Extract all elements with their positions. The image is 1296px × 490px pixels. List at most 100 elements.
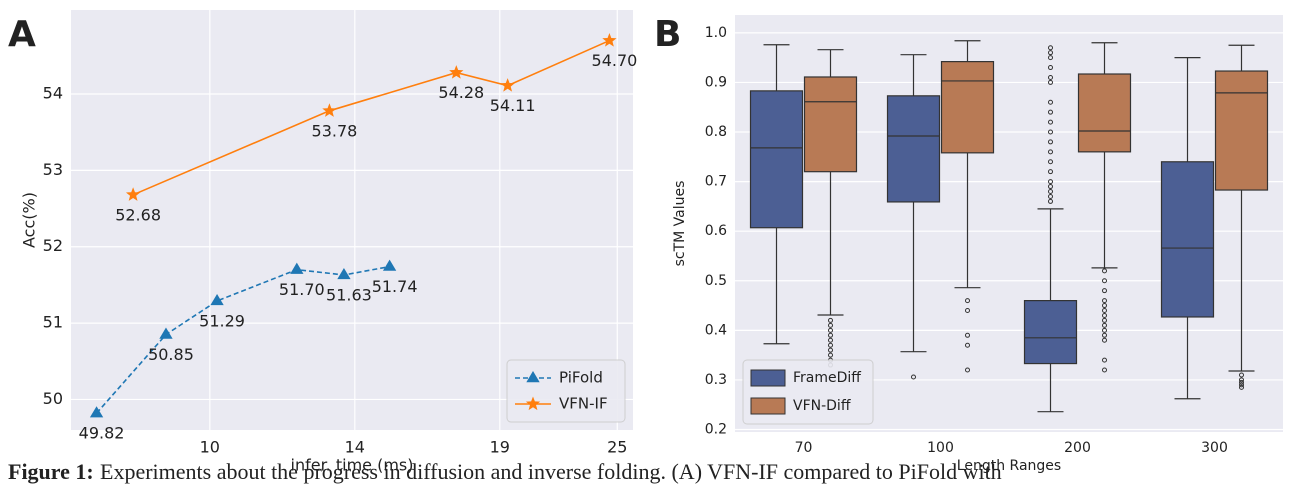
y-tick-label: 52: [43, 236, 63, 255]
x-tick-label: 10: [200, 438, 220, 457]
caption-text: Experiments about the progress in diffus…: [100, 459, 1002, 484]
y-tick-label: 1.0: [705, 25, 727, 41]
legend-marker: [526, 371, 540, 383]
outlier: [1239, 384, 1244, 390]
outlier: [828, 337, 833, 343]
y-tick-label: 54: [43, 84, 63, 103]
data-label: 51.70: [279, 280, 325, 299]
x-tick-label: 14: [345, 438, 365, 457]
y-axis-label: Acc(%): [20, 192, 39, 248]
x-tick-label: 19: [490, 438, 510, 457]
outlier: [1048, 55, 1053, 61]
outlier: [965, 298, 970, 304]
outlier: [1102, 268, 1107, 274]
legend-patch: [750, 369, 786, 387]
outlier: [1102, 317, 1107, 323]
x-tick-label: 300: [1201, 440, 1228, 456]
y-tick-label: 53: [43, 160, 63, 179]
x-axis-label: Length Ranges: [957, 458, 1061, 474]
outlier: [1102, 278, 1107, 284]
outlier: [1048, 193, 1053, 199]
outlier: [1102, 357, 1107, 363]
marker: [382, 259, 397, 271]
x-tick-label: 25: [607, 438, 627, 457]
data-label: 54.11: [490, 96, 536, 115]
y-tick-label: 0.4: [705, 322, 727, 338]
outlier: [1048, 74, 1053, 80]
x-tick-label: 100: [927, 440, 954, 456]
box: [940, 61, 995, 154]
outlier: [1048, 198, 1053, 204]
panel-label: A: [8, 14, 36, 55]
outlier: [1102, 332, 1107, 338]
panel-label: B: [654, 14, 681, 55]
outlier: [1102, 327, 1107, 333]
outlier: [1102, 298, 1107, 304]
y-tick-label: 0.9: [705, 74, 727, 90]
data-label: 52.68: [115, 205, 161, 224]
outlier: [1048, 65, 1053, 71]
box: [803, 76, 858, 173]
outlier: [965, 308, 970, 314]
outlier: [1048, 179, 1053, 185]
legend-label: FrameDiff: [793, 370, 861, 386]
outlier: [828, 327, 833, 333]
x-axis-label: infer. time (ms): [291, 456, 414, 475]
outlier: [1048, 79, 1053, 85]
data-label: 53.78: [312, 121, 358, 140]
outlier: [1102, 288, 1107, 294]
x-tick-label: 70: [795, 440, 813, 456]
y-tick-label: 0.3: [705, 372, 727, 388]
outlier: [1048, 189, 1053, 195]
legend-label: VFN-IF: [559, 395, 608, 413]
outlier: [828, 322, 833, 328]
outlier: [1239, 382, 1244, 388]
legend-label: PiFold: [559, 369, 603, 387]
outlier: [1102, 303, 1107, 309]
data-label: 51.63: [326, 285, 372, 304]
outlier: [1048, 129, 1053, 135]
outlier: [1102, 337, 1107, 343]
outlier: [828, 342, 833, 348]
outlier: [828, 347, 833, 353]
caption-label: Figure 1:: [8, 459, 94, 484]
y-tick-label: 0.6: [705, 223, 727, 239]
outlier: [1048, 139, 1053, 145]
data-label: 49.82: [79, 424, 125, 443]
outlier: [1048, 50, 1053, 56]
outlier: [1048, 184, 1053, 190]
outlier: [1102, 367, 1107, 373]
outlier: [828, 352, 833, 358]
outlier: [1102, 312, 1107, 318]
outlier: [965, 332, 970, 338]
outlier: [965, 342, 970, 348]
y-tick-label: 0.7: [705, 174, 727, 190]
box: [749, 90, 804, 229]
y-tick-label: 0.2: [705, 422, 727, 438]
outlier: [965, 367, 970, 373]
data-label: 51.29: [199, 311, 245, 330]
data-label: 54.70: [592, 51, 638, 70]
data-label: 51.74: [372, 277, 418, 296]
outlier: [1048, 149, 1053, 155]
series-line: [95, 265, 390, 414]
data-label: 54.28: [438, 83, 484, 102]
marker: [500, 78, 515, 92]
outlier: [1239, 377, 1244, 383]
marker: [210, 293, 224, 306]
box: [1023, 300, 1078, 365]
marker: [159, 327, 173, 339]
outlier: [1048, 169, 1053, 175]
legend-patch: [750, 397, 786, 415]
outlier: [911, 374, 916, 380]
legend-box: [506, 359, 626, 423]
y-tick-label: 50: [43, 389, 63, 408]
marker: [602, 33, 617, 47]
marker: [290, 262, 304, 274]
x-tick-label: 200: [1064, 440, 1091, 456]
marker: [125, 187, 141, 201]
legend-label: VFN-Diff: [793, 398, 851, 414]
outlier: [828, 332, 833, 338]
